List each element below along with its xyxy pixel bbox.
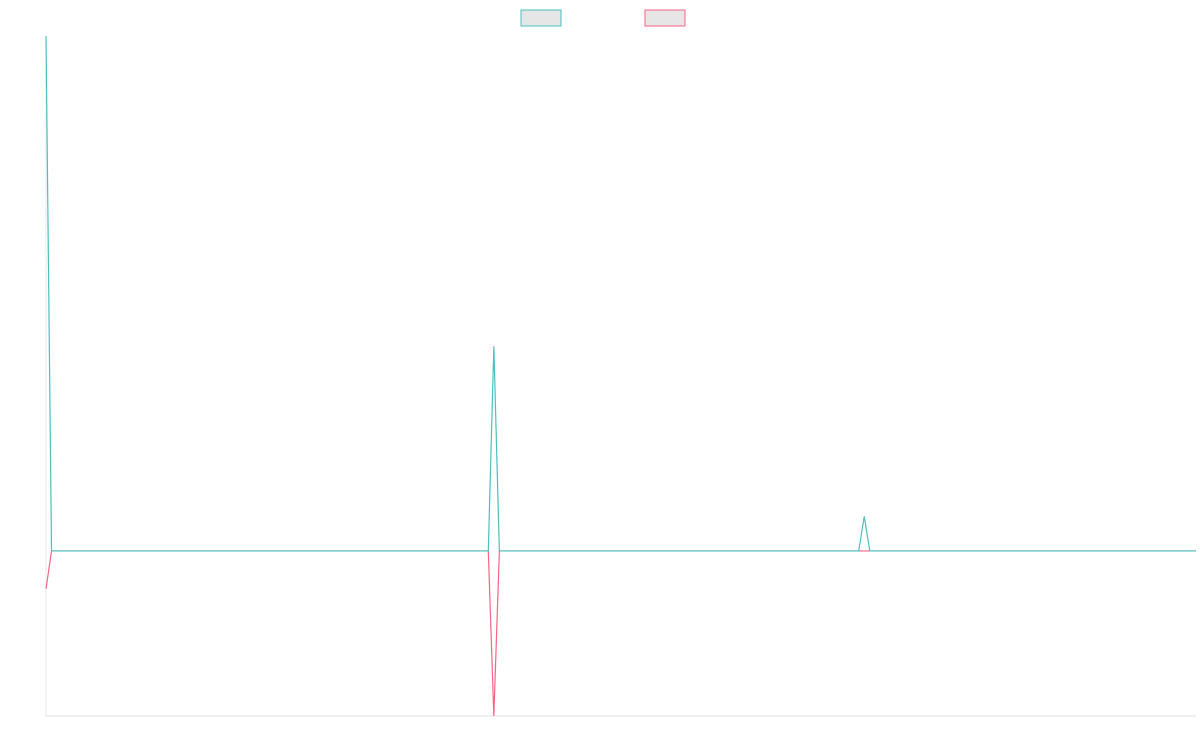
legend-swatch: [520, 9, 562, 27]
line-series: [45, 35, 1196, 552]
legend-swatch: [644, 9, 686, 27]
line-series: [45, 550, 1196, 717]
